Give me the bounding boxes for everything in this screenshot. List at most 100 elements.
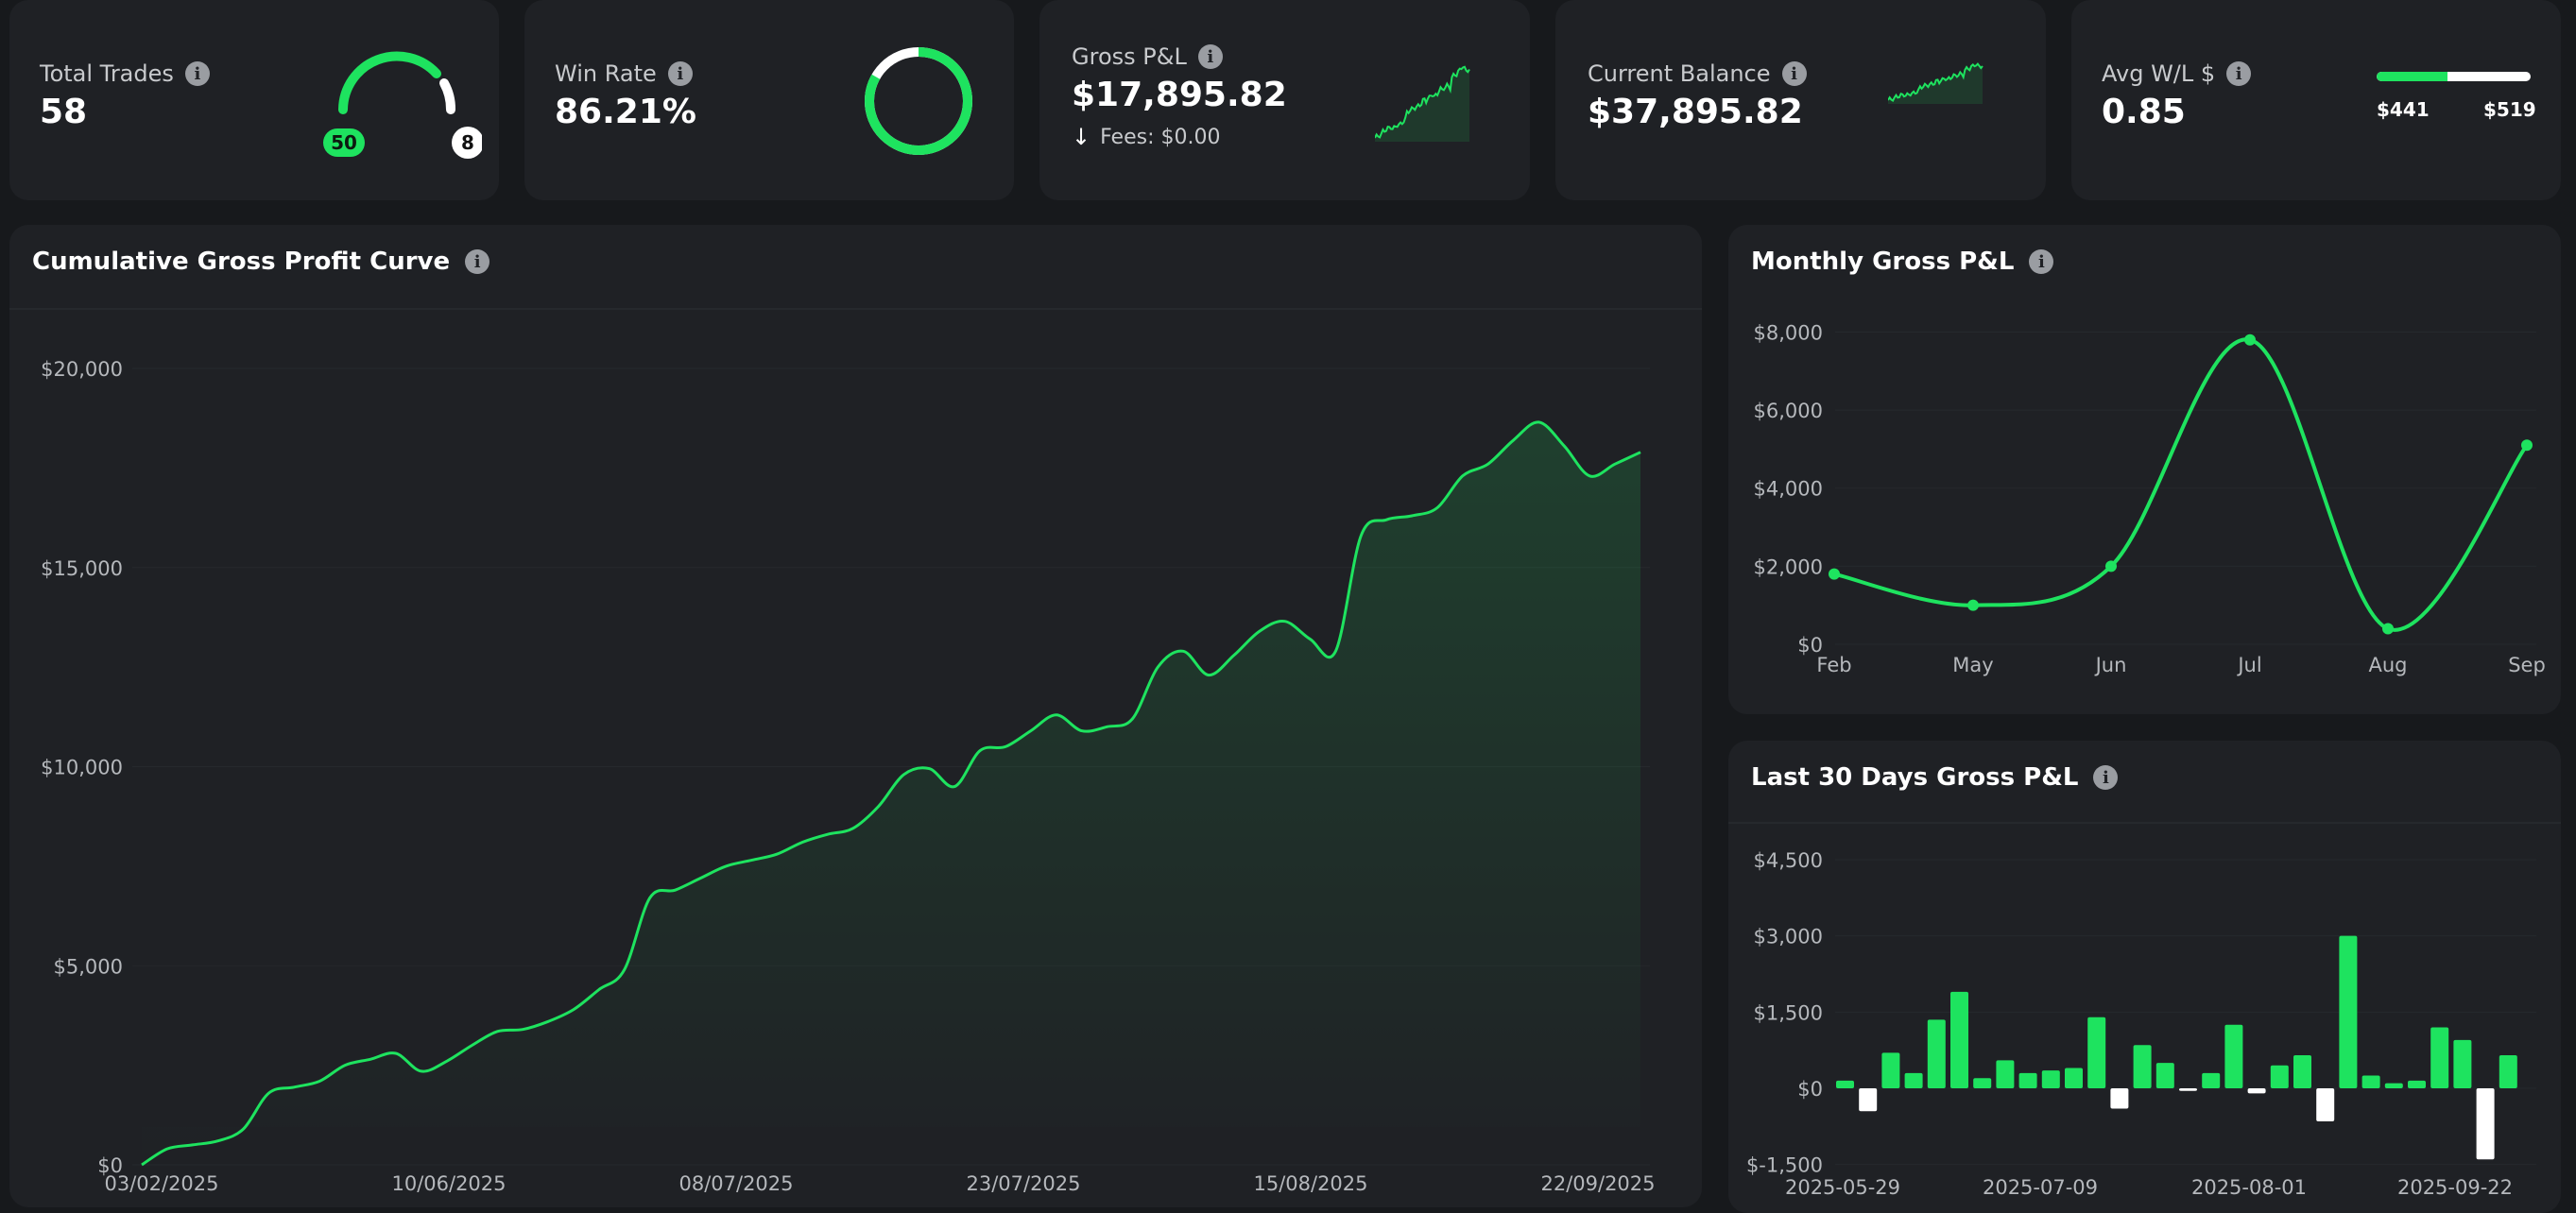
x-tick-label: 15/08/2025 bbox=[1253, 1172, 1367, 1195]
x-tick-label: 2025-09-22 bbox=[2397, 1176, 2513, 1199]
pnl-bar bbox=[2018, 1072, 2037, 1088]
avg-loss-amount: $519 bbox=[2483, 98, 2536, 121]
pnl-bar bbox=[2247, 1088, 2266, 1094]
info-icon[interactable]: i bbox=[1197, 44, 1223, 69]
info-icon[interactable]: i bbox=[1781, 61, 1807, 86]
x-tick-label: Aug bbox=[2368, 654, 2407, 676]
monthly-pnl-chart: $0 $2,000 $4,000 $6,000 $8,000 Feb May Jun Jul Au… bbox=[1754, 321, 2546, 676]
info-icon[interactable]: i bbox=[465, 249, 490, 274]
pnl-bar bbox=[2293, 1055, 2311, 1088]
avg-wl-value: 0.85 bbox=[2102, 93, 2186, 131]
monthly-pnl-panel: Monthly Gross P&L i $0 $2,000 $4,000 $6,000… bbox=[1728, 225, 2561, 714]
info-icon[interactable]: i bbox=[2226, 61, 2252, 86]
cumulative-line bbox=[141, 420, 1641, 1167]
pnl-bar bbox=[2179, 1088, 2197, 1091]
win-rate-label: Win Rate bbox=[555, 60, 657, 87]
total-trades-label: Total Trades bbox=[40, 60, 174, 87]
y-tick-label: $0 bbox=[1797, 1078, 1823, 1101]
panel-title: Monthly Gross P&L bbox=[1751, 248, 2015, 276]
pnl-bar bbox=[1859, 1088, 1878, 1112]
y-tick-label: $-1,500 bbox=[1746, 1154, 1823, 1177]
avg-win-amount: $441 bbox=[2377, 98, 2430, 121]
fees-text: Fees: $0.00 bbox=[1100, 125, 1221, 149]
arrow-down-icon: ↓ bbox=[1072, 124, 1091, 150]
monthly-point bbox=[2105, 560, 2117, 572]
x-tick-label: 2025-07-09 bbox=[1983, 1176, 2098, 1199]
x-tick-label: 2025-08-01 bbox=[2191, 1176, 2307, 1199]
avg-wl-card: Avg W/L $ i 0.85 $441 $519 bbox=[2071, 0, 2561, 200]
current-balance-sparkline bbox=[1888, 62, 1984, 104]
avg-wl-label: Avg W/L $ bbox=[2102, 60, 2216, 87]
win-rate-value: 86.21% bbox=[555, 93, 696, 131]
pnl-bar bbox=[2430, 1027, 2449, 1088]
x-tick-label: Jul bbox=[2236, 654, 2261, 676]
x-tick-label: 08/07/2025 bbox=[678, 1172, 793, 1195]
last30-pnl-chart: $-1,500 $0 $1,500 $3,000 $4,500 2025-05-29 202… bbox=[1746, 849, 2536, 1199]
wins-badge bbox=[323, 128, 365, 157]
info-icon[interactable]: i bbox=[667, 61, 693, 86]
current-balance-card: Current Balance i $37,895.82 bbox=[1555, 0, 2046, 200]
pnl-bar bbox=[2065, 1068, 2083, 1088]
gross-pnl-card: Gross P&L i $17,895.82 ↓ Fees: $0.00 bbox=[1039, 0, 1530, 200]
info-icon[interactable]: i bbox=[184, 61, 210, 86]
gross-pnl-sparkline bbox=[1375, 65, 1470, 142]
pnl-bar bbox=[2408, 1080, 2426, 1088]
cumulative-area bbox=[142, 421, 1640, 1165]
wins-count: 50 bbox=[331, 131, 357, 154]
x-tick-label: Sep bbox=[2508, 654, 2546, 676]
losses-badge bbox=[452, 127, 482, 159]
avg-wl-bar bbox=[2377, 72, 2531, 81]
pnl-bar bbox=[2339, 935, 2358, 1088]
cumulative-profit-chart: $0 $5,000 $10,000 $15,000 $20,000 03/02/2025 1… bbox=[41, 358, 1655, 1195]
y-tick-label: $10,000 bbox=[41, 757, 123, 779]
pnl-bar bbox=[2110, 1088, 2129, 1109]
x-tick-label: 22/09/2025 bbox=[1540, 1172, 1655, 1195]
pnl-bar bbox=[1836, 1080, 1854, 1088]
monthly-point bbox=[1829, 568, 1840, 580]
y-tick-label: $6,000 bbox=[1754, 400, 1823, 422]
y-tick-label: $4,500 bbox=[1754, 849, 1823, 872]
y-tick-label: $5,000 bbox=[54, 955, 123, 978]
pnl-bar bbox=[2361, 1075, 2380, 1088]
current-balance-value: $37,895.82 bbox=[1588, 93, 1803, 131]
pnl-bar bbox=[2453, 1039, 2472, 1088]
panel-title: Cumulative Gross Profit Curve bbox=[32, 248, 451, 276]
pnl-bar bbox=[1881, 1052, 1900, 1088]
pnl-bar bbox=[2041, 1070, 2060, 1088]
y-tick-label: $3,000 bbox=[1754, 926, 1823, 948]
info-icon[interactable]: i bbox=[2093, 765, 2119, 790]
y-tick-label: $4,000 bbox=[1754, 478, 1823, 501]
pnl-bar bbox=[2499, 1055, 2517, 1088]
last30-pnl-panel: Last 30 Days Gross P&L i $-1,500 $0 $1,500… bbox=[1728, 741, 2561, 1213]
current-balance-label: Current Balance bbox=[1588, 60, 1771, 87]
total-trades-card: Total Trades i 58 50 8 bbox=[9, 0, 499, 200]
x-tick-label: 10/06/2025 bbox=[391, 1172, 506, 1195]
y-tick-label: $8,000 bbox=[1754, 321, 1823, 344]
monthly-point bbox=[1967, 599, 1979, 611]
losses-count: 8 bbox=[461, 131, 474, 154]
pnl-bar bbox=[2270, 1065, 2289, 1088]
x-tick-label: May bbox=[1952, 654, 1993, 676]
x-tick-label: 23/07/2025 bbox=[966, 1172, 1080, 1195]
pnl-bar bbox=[2202, 1072, 2221, 1088]
y-tick-label: $15,000 bbox=[41, 557, 123, 580]
info-icon[interactable]: i bbox=[2029, 249, 2054, 274]
pnl-bar bbox=[1904, 1072, 1923, 1088]
panel-divider bbox=[9, 308, 1702, 310]
pnl-bar bbox=[2155, 1063, 2174, 1088]
pnl-bar bbox=[2316, 1088, 2335, 1121]
y-tick-label: $1,500 bbox=[1754, 1001, 1823, 1024]
pnl-bar bbox=[2476, 1088, 2495, 1160]
pnl-bar bbox=[2224, 1024, 2243, 1088]
y-tick-label: $20,000 bbox=[41, 358, 123, 381]
panel-divider bbox=[1728, 822, 2561, 824]
monthly-line bbox=[1833, 337, 2529, 632]
pnl-bar bbox=[2133, 1045, 2152, 1088]
gross-pnl-value: $17,895.82 bbox=[1072, 76, 1287, 114]
monthly-point bbox=[2382, 623, 2394, 635]
pnl-bar bbox=[2087, 1017, 2106, 1088]
gross-pnl-label: Gross P&L bbox=[1072, 43, 1187, 70]
x-tick-label: Jun bbox=[2094, 654, 2127, 676]
pnl-bar bbox=[1973, 1078, 1992, 1088]
win-rate-ring bbox=[865, 47, 972, 155]
